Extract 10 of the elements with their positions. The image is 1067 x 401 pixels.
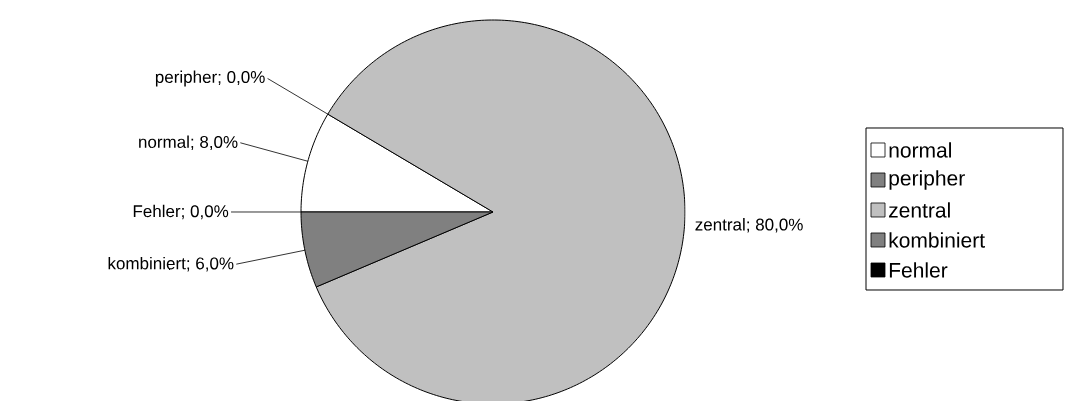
legend-label: kombiniert: [889, 232, 985, 248]
legend-label: Fehler: [889, 262, 948, 278]
legend-label: peripher: [889, 170, 965, 190]
data-label: normal; 8,0%: [139, 135, 238, 151]
data-label: zentral; 80,0%: [695, 218, 803, 233]
legend-label: zentral: [889, 202, 950, 218]
text: Fehler; 0,0%: [133, 204, 229, 220]
legend-label: normal: [889, 142, 951, 158]
text: peripher; 0,0%: [155, 70, 265, 87]
data-label: kombiniert; 6,0%: [108, 256, 234, 272]
